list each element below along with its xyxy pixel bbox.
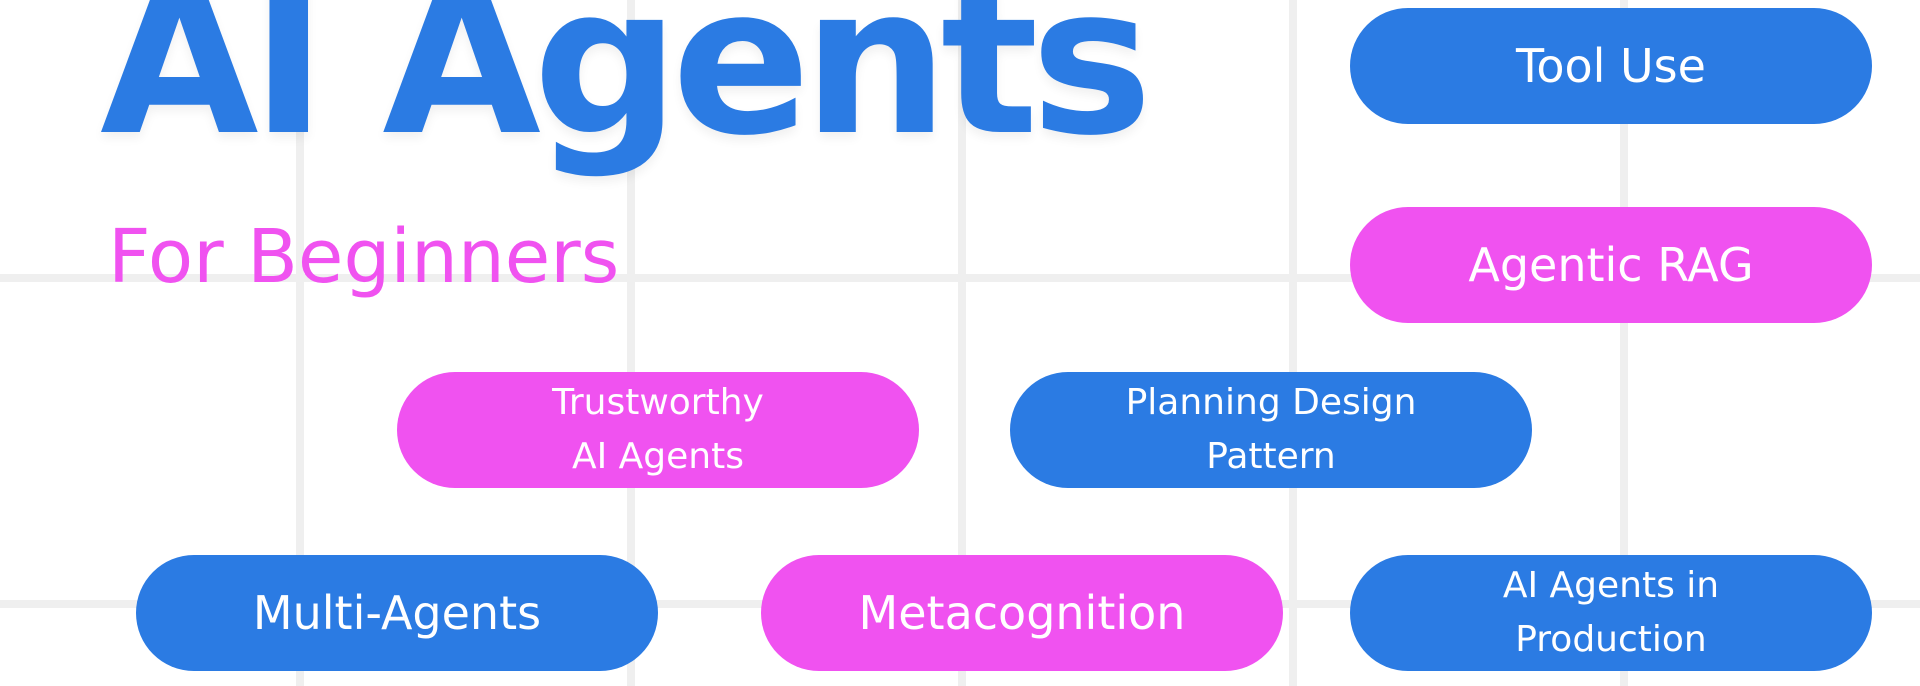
grid-line <box>958 0 966 686</box>
grid-line <box>1620 0 1628 686</box>
topic-pill-label: Tool Use <box>1516 38 1706 93</box>
topic-pill-label: Planning Design Pattern <box>1125 382 1417 477</box>
topic-pill-label: Multi-Agents <box>252 585 542 640</box>
topic-pill-agentic-rag[interactable]: Agentic RAG <box>1350 207 1872 323</box>
grid-line <box>627 0 635 686</box>
topic-pill-planning-design-pattern[interactable]: Planning Design Pattern <box>1010 372 1532 488</box>
topic-pill-metacognition[interactable]: Metacognition <box>761 555 1283 671</box>
topic-pill-trustworthy-ai-agents[interactable]: Trustworthy AI Agents <box>397 372 919 488</box>
grid-line <box>1289 0 1297 686</box>
page-title: AI Agents <box>100 0 1153 181</box>
topic-pill-ai-agents-in-production[interactable]: AI Agents in Production <box>1350 555 1872 671</box>
topic-pill-label: Metacognition <box>858 585 1186 640</box>
topic-pill-multi-agents[interactable]: Multi-Agents <box>136 555 658 671</box>
topic-pill-label: Trustworthy AI Agents <box>552 382 764 477</box>
grid-line <box>296 0 304 686</box>
topic-pill-tool-use[interactable]: Tool Use <box>1350 8 1872 124</box>
topic-pill-label: Agentic RAG <box>1468 237 1754 292</box>
grid-line <box>0 274 1920 282</box>
topic-pill-label: AI Agents in Production <box>1502 565 1720 660</box>
page-subtitle: For Beginners <box>108 214 620 300</box>
